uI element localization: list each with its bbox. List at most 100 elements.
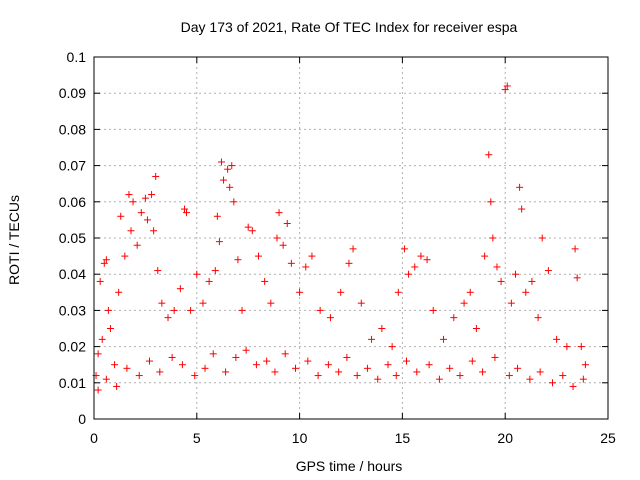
data-point [271,368,279,376]
data-point [337,288,345,296]
data-point [209,350,217,358]
data-point [187,306,195,314]
data-point [104,306,112,314]
data-point [308,252,316,260]
data-point [152,172,160,180]
data-point [413,368,421,376]
data-point [199,299,207,307]
data-point [123,364,131,372]
data-point [353,372,361,380]
data-point [497,277,505,285]
data-point [113,382,121,390]
data-point [559,372,567,380]
data-point [326,314,334,322]
data-point [137,209,145,217]
data-point [553,335,561,343]
x-tick-label: 10 [292,430,308,446]
data-point [168,353,176,361]
data-point [563,343,571,351]
data-point [156,368,164,376]
data-point [491,353,499,361]
data-point [440,335,448,343]
data-point [569,382,577,390]
y-tick-label: 0.06 [59,194,86,210]
data-point [516,183,524,191]
data-point [450,314,458,322]
y-tick-label: 0.1 [67,49,87,65]
data-point [211,267,219,275]
data-point [252,361,260,369]
data-point [374,375,382,383]
data-point [217,158,225,166]
data-point [518,205,526,213]
data-point [111,361,119,369]
data-point [505,372,513,380]
data-point [571,245,579,253]
data-point [232,353,240,361]
data-point [429,306,437,314]
data-point [158,299,166,307]
y-axis-label: ROTI / TECUs [6,195,22,285]
data-point [287,259,295,267]
data-point [170,306,178,314]
data-point [417,252,425,260]
data-point [316,306,324,314]
data-point [489,234,497,242]
data-point [146,357,154,365]
data-point [357,299,365,307]
data-point [392,372,400,380]
data-point [117,212,125,220]
data-point [324,361,332,369]
x-tick-label: 25 [600,430,616,446]
data-point [242,346,250,354]
data-point [349,245,357,253]
data-point [102,375,110,383]
data-point [102,256,110,264]
data-point [176,285,184,293]
data-point [343,353,351,361]
data-point [435,375,443,383]
data-point [581,361,589,369]
data-point [456,372,464,380]
data-point [511,270,519,278]
data-point [178,361,186,369]
data-point [481,252,489,260]
data-point [94,350,102,358]
y-tick-label: 0.08 [59,121,86,137]
data-point [205,277,213,285]
data-point [224,165,232,173]
data-point [425,361,433,369]
data-point [291,364,299,372]
data-point [579,375,587,383]
data-point [479,368,487,376]
ticks-layer: 0 0.01 0.02 0.03 0.04 0.05 0.06 0.07 0.08 0.09 0.1… [59,49,616,446]
data-point [411,263,419,271]
data-point [522,288,530,296]
points-layer [92,82,589,394]
data-point [283,220,291,228]
data-point [302,263,310,271]
data-point [180,205,188,213]
data-point [534,314,542,322]
data-point [472,325,480,332]
data-point [125,191,133,199]
data-point [228,162,236,170]
data-point [248,227,256,235]
data-point [267,299,275,307]
x-tick-label: 15 [395,430,411,446]
data-point [96,277,104,285]
data-point [544,267,552,275]
x-tick-label: 0 [90,430,98,446]
data-point [514,364,522,372]
data-point [222,368,230,376]
y-tick-label: 0.04 [59,266,86,282]
data-point [304,357,312,365]
data-point [487,198,495,206]
data-point [121,252,129,260]
data-point [388,343,396,351]
data-point [368,335,376,343]
data-point [335,368,343,376]
data-point [261,277,269,285]
data-point [143,216,151,224]
